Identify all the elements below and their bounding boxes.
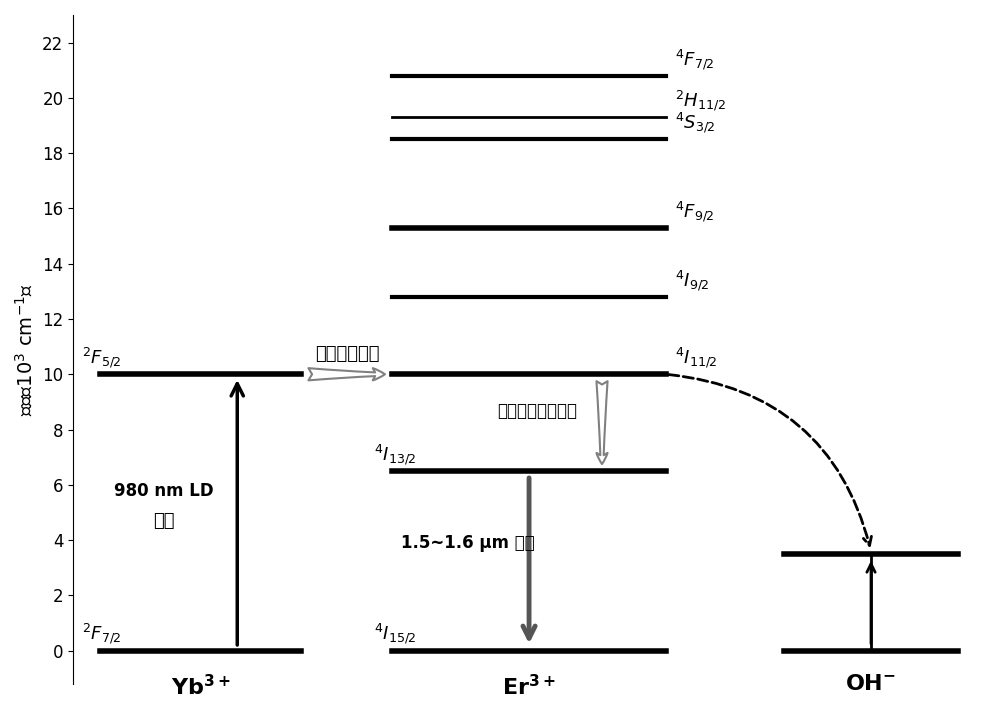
Text: $\mathbf{Er^{3+}}$: $\mathbf{Er^{3+}}$	[502, 674, 556, 700]
Text: $^{4}I_{11/2}$: $^{4}I_{11/2}$	[675, 345, 718, 370]
Text: $^{4}F_{7/2}$: $^{4}F_{7/2}$	[675, 47, 715, 72]
Text: $^{4}S_{3/2}$: $^{4}S_{3/2}$	[675, 110, 716, 135]
Text: $\mathbf{OH^{-}}$: $\mathbf{OH^{-}}$	[845, 674, 897, 694]
Text: $^{4}F_{9/2}$: $^{4}F_{9/2}$	[675, 199, 715, 223]
Text: $^{2}F_{7/2}$: $^{2}F_{7/2}$	[82, 621, 122, 647]
Text: 980 nm LD: 980 nm LD	[114, 482, 214, 500]
Text: $^{4}I_{15/2}$: $^{4}I_{15/2}$	[374, 621, 417, 647]
Text: 多声子无辐射跃迁: 多声子无辐射跃迁	[497, 402, 577, 420]
FancyArrowPatch shape	[669, 374, 871, 546]
Text: $^{2}H_{11/2}$: $^{2}H_{11/2}$	[675, 88, 726, 113]
Text: 共振能量传递: 共振能量传递	[315, 345, 379, 363]
Text: $^{4}I_{13/2}$: $^{4}I_{13/2}$	[374, 442, 417, 467]
Text: $^{4}I_{9/2}$: $^{4}I_{9/2}$	[675, 268, 710, 293]
Text: 1.5~1.6 μm 激光: 1.5~1.6 μm 激光	[401, 534, 535, 552]
Y-axis label: 能量（$10^{3}$ cm$^{-1}$）: 能量（$10^{3}$ cm$^{-1}$）	[15, 283, 37, 416]
Text: $\mathbf{Yb^{3+}}$: $\mathbf{Yb^{3+}}$	[171, 674, 231, 700]
Text: $^{2}F_{5/2}$: $^{2}F_{5/2}$	[82, 345, 122, 370]
Text: 泵浦: 泵浦	[154, 512, 175, 531]
